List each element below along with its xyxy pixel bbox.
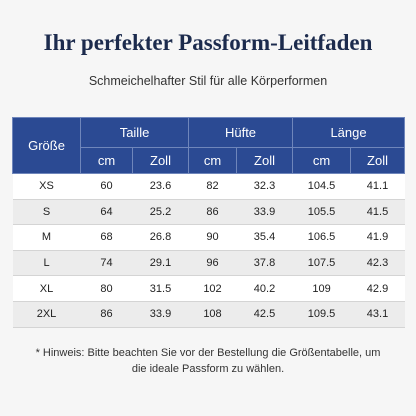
value-cell: 41.9 [350,224,405,251]
value-cell: 41.5 [350,199,405,226]
value-cell: 23.6 [132,173,189,200]
table-row: 2XL 86 33.9 108 42.5 109.5 43.1 [12,301,405,328]
value-cell: 105.5 [292,199,351,226]
size-cell: S [12,199,81,226]
value-cell: 41.1 [350,173,405,200]
table-row: S 64 25.2 86 33.9 105.5 41.5 [12,199,405,226]
value-cell: 80 [80,275,133,302]
value-cell: 43.1 [350,301,405,328]
note: * Hinweis: Bitte beachten Sie vor der Be… [35,347,381,375]
value-cell: 104.5 [292,173,351,200]
value-cell: 102 [188,275,237,302]
group-header: Taille [80,117,189,148]
value-cell: 109.5 [292,301,351,328]
group-header: Länge [292,117,406,148]
unit-row: cm Zoll cm Zoll cm Zoll [13,147,406,174]
table-row: XS 60 23.6 82 32.3 104.5 41.1 [12,173,405,200]
value-cell: 64 [80,199,133,226]
value-cell: 74 [80,250,133,277]
size-cell: XL [12,275,81,302]
unit-header: Zoll [235,147,294,174]
value-cell: 96 [188,250,237,277]
size-cell: XS [12,173,81,200]
size-cell: M [12,224,81,251]
value-cell: 29.1 [132,250,189,277]
value-cell: 108 [188,301,237,328]
subtitle: Schmeichelhafter Stil für alle Körperfor… [88,74,328,88]
group-header: Hüfte [187,117,294,148]
value-cell: 68 [80,224,133,251]
value-cell: 60 [80,173,133,200]
value-cell: 37.8 [236,250,293,277]
unit-header: cm [292,147,352,174]
table-body: XS 60 23.6 82 32.3 104.5 41.1 S 64 25.2 86 33.9 105.… [12,173,405,328]
value-cell: 31.5 [132,275,189,302]
size-table: Größe Taille Hüfte Länge cm Zoll cm Zoll cm Zoll… [12,117,406,328]
value-cell: 26.8 [132,224,189,251]
size-cell: L [12,250,81,277]
value-cell: 33.9 [132,301,189,328]
value-cell: 32.3 [236,173,293,200]
value-cell: 40.2 [236,275,293,302]
table-row: M 68 26.8 90 35.4 106.5 41.9 [12,224,405,251]
value-cell: 86 [188,199,237,226]
size-header: Größe [12,117,81,174]
value-cell: 90 [188,224,237,251]
unit-header: Zoll [132,147,189,174]
header-row: Größe Taille Hüfte Länge [12,117,406,174]
value-cell: 109 [292,275,351,302]
value-cell: 82 [188,173,237,200]
value-cell: 42.9 [350,275,405,302]
value-cell: 35.4 [236,224,293,251]
value-cell: 33.9 [236,199,293,226]
value-cell: 86 [80,301,133,328]
unit-header: Zoll [350,147,406,174]
value-cell: 42.3 [350,250,405,277]
unit-header: cm [188,147,237,174]
unit-header: cm [80,147,133,174]
value-cell: 107.5 [292,250,351,277]
table-row: XL 80 31.5 102 40.2 109 42.9 [12,275,405,302]
size-cell: 2XL [12,301,81,328]
title: Ihr perfekter Passform-Leitfaden [43,30,373,55]
value-cell: 42.5 [236,301,293,328]
value-cell: 25.2 [132,199,189,226]
value-cell: 106.5 [292,224,351,251]
table-row: L 74 29.1 96 37.8 107.5 42.3 [12,250,405,277]
